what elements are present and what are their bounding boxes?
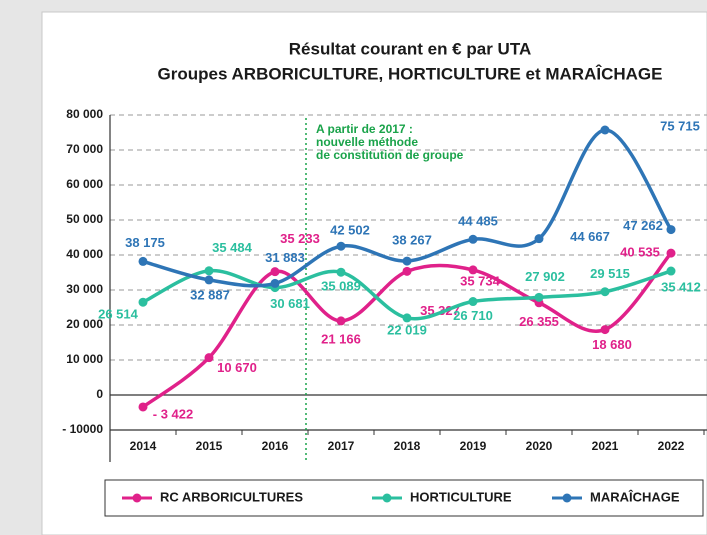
x-tick-label: 2018 [394, 439, 421, 453]
marker [402, 313, 412, 323]
annotation: nouvelle méthode [316, 135, 418, 149]
data-label: 32 887 [190, 287, 230, 302]
data-label: 35 412 [661, 279, 701, 294]
annotation: A partir de 2017 : [316, 122, 413, 136]
data-label: 10 670 [217, 360, 257, 375]
x-tick-label: 2016 [262, 439, 289, 453]
data-label: 35 089 [321, 279, 361, 294]
data-label: 26 710 [453, 308, 493, 323]
marker [402, 266, 412, 276]
legend-label: MARAÎCHAGE [590, 489, 680, 504]
marker [204, 266, 214, 276]
marker [666, 248, 676, 258]
data-label: 29 515 [590, 266, 630, 281]
marker [270, 278, 280, 288]
x-tick-label: 2022 [658, 439, 685, 453]
x-tick-label: 2017 [328, 439, 355, 453]
annotation: de constitution de groupe [316, 148, 464, 162]
x-tick-label: 2021 [592, 439, 619, 453]
marker [666, 266, 676, 276]
y-tick-label: 60 000 [66, 177, 103, 191]
y-tick-label: 80 000 [66, 107, 103, 121]
legend-marker [562, 493, 572, 503]
data-label: 47 262 [623, 218, 663, 233]
legend-box [104, 479, 704, 517]
data-label: 40 535 [620, 245, 660, 260]
marker [336, 241, 346, 251]
marker [600, 325, 610, 335]
data-label: 18 680 [592, 337, 632, 352]
y-tick-label: 30 000 [66, 282, 103, 296]
data-label: 26 514 [98, 307, 139, 322]
marker [468, 234, 478, 244]
marker [270, 267, 280, 277]
x-tick-label: 2020 [526, 439, 553, 453]
legend-label: RC ARBORICULTURES [160, 489, 303, 504]
marker [336, 316, 346, 326]
marker [468, 297, 478, 307]
y-tick-label: 0 [96, 387, 103, 401]
data-label: 38 175 [125, 235, 165, 250]
data-label: 21 166 [321, 331, 361, 346]
marker [138, 256, 148, 266]
marker [402, 256, 412, 266]
y-tick-label: 10 000 [66, 352, 103, 366]
x-tick-label: 2015 [196, 439, 223, 453]
data-label: 44 667 [570, 229, 610, 244]
marker [204, 275, 214, 285]
y-tick-label: 20 000 [66, 317, 103, 331]
marker [204, 353, 214, 363]
marker [138, 402, 148, 412]
data-label: 42 502 [330, 223, 370, 238]
legend-marker [382, 493, 392, 503]
series-line [142, 128, 673, 288]
y-tick-label: - 10000 [62, 422, 103, 436]
legend-marker [132, 493, 142, 503]
data-label: 35 327 [420, 303, 460, 318]
y-tick-label: 50 000 [66, 212, 103, 226]
marker [666, 225, 676, 235]
marker [534, 292, 544, 302]
data-label: 35 484 [212, 240, 253, 255]
marker [336, 267, 346, 277]
chart-subtitle: Groupes ARBORICULTURE, HORTICULTURE et M… [158, 64, 663, 83]
legend-label: HORTICULTURE [410, 489, 512, 504]
x-tick-label: 2014 [130, 439, 157, 453]
panel [41, 11, 707, 535]
y-tick-label: 40 000 [66, 247, 103, 261]
data-label: 75 715 [660, 118, 700, 133]
x-tick-label: 2019 [460, 439, 487, 453]
chart-title: Résultat courant en € par UTA [289, 39, 531, 58]
data-label: 27 902 [525, 269, 565, 284]
data-label: 38 267 [392, 233, 432, 248]
data-label: - 3 422 [153, 406, 193, 421]
marker [534, 234, 544, 244]
data-label: 26 355 [519, 314, 559, 329]
marker [468, 265, 478, 275]
data-label: 44 485 [458, 214, 498, 229]
data-label: 35 734 [460, 273, 501, 288]
data-label: 22 019 [387, 322, 427, 337]
marker [600, 287, 610, 297]
marker [138, 297, 148, 307]
y-tick-label: 70 000 [66, 142, 103, 156]
data-label: 31 883 [265, 250, 305, 265]
marker [600, 125, 610, 135]
data-label: 30 681 [270, 296, 310, 311]
data-label: 35 233 [280, 231, 320, 246]
